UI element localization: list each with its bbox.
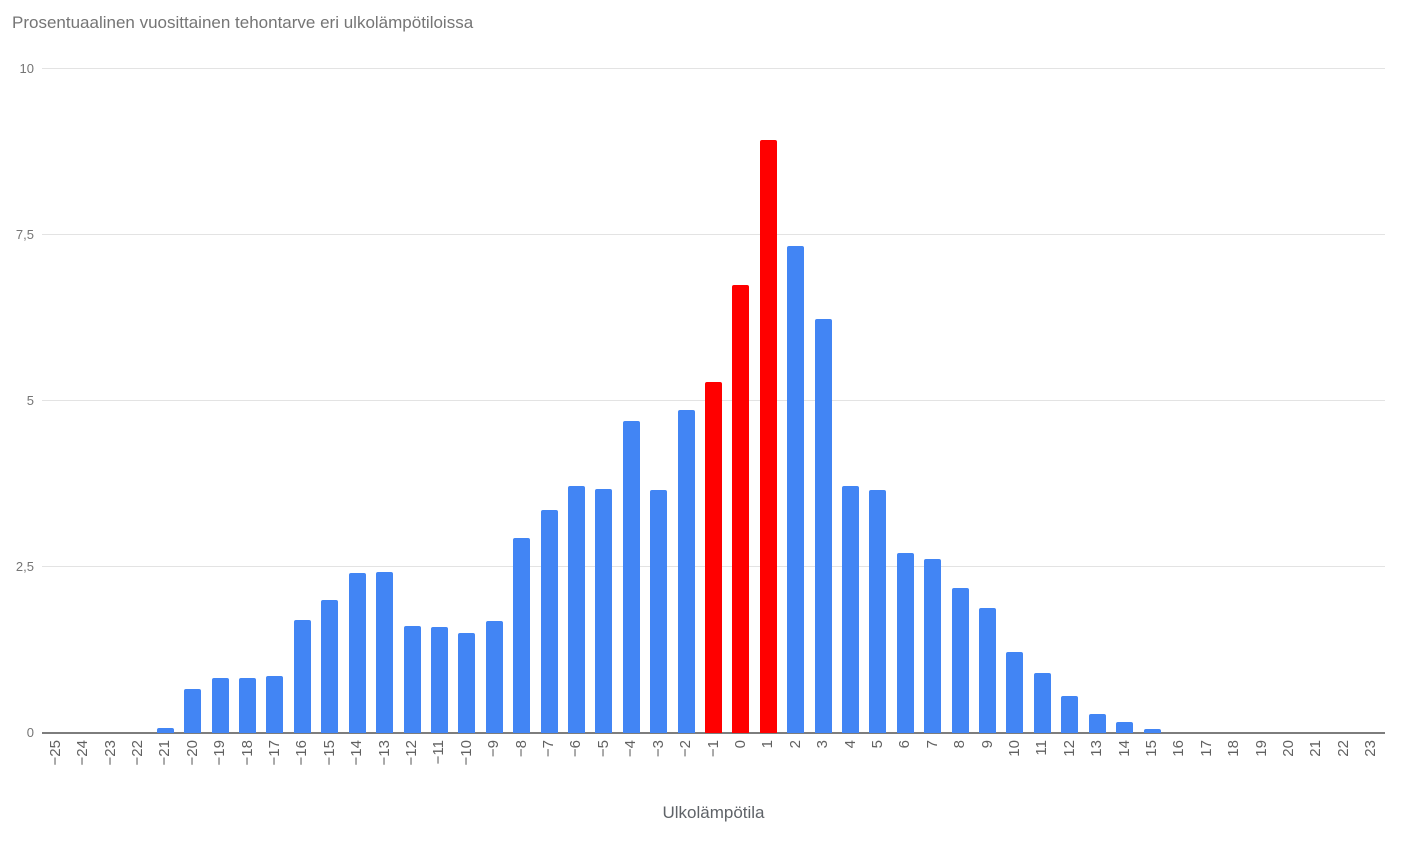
bar--11[interactable] bbox=[430, 627, 448, 733]
x-tick-label--13: −13 bbox=[375, 740, 393, 766]
bar--10[interactable] bbox=[458, 633, 476, 733]
bar--2[interactable] bbox=[677, 410, 695, 733]
x-tick-label--11: −11 bbox=[430, 740, 448, 765]
bar-5[interactable] bbox=[869, 489, 887, 733]
x-tick-label-17: 17 bbox=[1197, 740, 1215, 757]
x-tick-label--12: −12 bbox=[403, 740, 420, 766]
x-tick-label-14: 14 bbox=[1115, 740, 1133, 757]
x-tick-label-20: 20 bbox=[1280, 740, 1298, 757]
x-tick-label-12: 12 bbox=[1060, 740, 1078, 757]
x-tick-label-18: 18 bbox=[1225, 740, 1243, 757]
bar--16[interactable] bbox=[293, 620, 311, 733]
x-tick-label--10: −10 bbox=[457, 740, 475, 766]
bar-15[interactable] bbox=[1143, 729, 1161, 733]
bar--7[interactable] bbox=[540, 509, 558, 733]
bar--6[interactable] bbox=[567, 486, 585, 733]
x-tick-label--7: −7 bbox=[540, 740, 558, 758]
x-axis-baseline bbox=[42, 732, 1385, 734]
y-tick-label: 0 bbox=[26, 725, 34, 740]
bar--19[interactable] bbox=[211, 677, 229, 733]
bar--17[interactable] bbox=[266, 675, 284, 733]
x-tick-label-22: 22 bbox=[1334, 740, 1352, 757]
bar--12[interactable] bbox=[403, 626, 421, 733]
bar--8[interactable] bbox=[513, 537, 531, 733]
x-tick-label-21: 21 bbox=[1307, 740, 1325, 757]
bar--20[interactable] bbox=[184, 689, 202, 733]
x-tick-label-4: 4 bbox=[841, 740, 859, 749]
gridline bbox=[42, 68, 1385, 69]
x-tick-label--17: −17 bbox=[265, 740, 283, 766]
x-axis-title: Ulkolämpötila bbox=[662, 803, 765, 822]
bar-1[interactable] bbox=[759, 140, 777, 733]
x-tick-label-1: 1 bbox=[759, 740, 777, 749]
y-tick-label: 5 bbox=[26, 393, 34, 408]
x-tick-label-13: 13 bbox=[1088, 740, 1106, 757]
bar--21[interactable] bbox=[156, 727, 174, 733]
bar--9[interactable] bbox=[485, 621, 503, 733]
bar-9[interactable] bbox=[979, 607, 997, 733]
bar-7[interactable] bbox=[924, 559, 942, 733]
bar--5[interactable] bbox=[595, 489, 613, 733]
bar-11[interactable] bbox=[1033, 673, 1051, 733]
x-tick-label--24: −24 bbox=[74, 740, 92, 766]
x-tick-label--14: −14 bbox=[348, 740, 366, 766]
bar-10[interactable] bbox=[1006, 652, 1024, 733]
bar-0[interactable] bbox=[732, 285, 750, 733]
x-tick-label-15: 15 bbox=[1143, 740, 1161, 757]
x-tick-label-2: 2 bbox=[786, 740, 804, 749]
bar--18[interactable] bbox=[239, 677, 257, 733]
y-tick-label: 10 bbox=[19, 61, 34, 76]
x-tick-label-11: 11 bbox=[1033, 740, 1051, 756]
x-tick-label-5: 5 bbox=[868, 740, 886, 749]
x-tick-label-10: 10 bbox=[1005, 740, 1023, 757]
x-tick-label-6: 6 bbox=[896, 740, 914, 749]
chart-title: Prosentuaalinen vuosittainen tehontarve … bbox=[12, 13, 474, 32]
x-tick-label--20: −20 bbox=[183, 740, 201, 766]
x-tick-label--25: −25 bbox=[46, 740, 64, 766]
bar--15[interactable] bbox=[321, 599, 339, 733]
x-tick-label--15: −15 bbox=[320, 740, 338, 766]
x-tick-label-8: 8 bbox=[951, 740, 969, 749]
x-tick-label--5: −5 bbox=[594, 740, 612, 758]
x-tick-label--6: −6 bbox=[567, 740, 585, 758]
bar--1[interactable] bbox=[705, 381, 722, 733]
plot-area: −25 −24 −23 −22 −21 −20 −19 −18 −17 −16 −15 −14 −13−… bbox=[42, 68, 1385, 765]
bar--4[interactable] bbox=[622, 420, 640, 733]
bar--13[interactable] bbox=[376, 571, 394, 733]
x-tick-label--8: −8 bbox=[512, 740, 530, 758]
x-tick-label--18: −18 bbox=[238, 740, 256, 766]
x-tick-label-16: 16 bbox=[1170, 740, 1188, 757]
bar-12[interactable] bbox=[1061, 696, 1079, 733]
x-tick-label-19: 19 bbox=[1252, 740, 1270, 757]
x-tick-label-7: 7 bbox=[923, 740, 941, 749]
bar-8[interactable] bbox=[951, 587, 969, 733]
bar--14[interactable] bbox=[348, 572, 366, 733]
bar-4[interactable] bbox=[842, 486, 860, 733]
y-tick-label: 2,5 bbox=[15, 559, 34, 574]
x-tick-label--2: −2 bbox=[677, 740, 695, 758]
x-tick-label--19: −19 bbox=[211, 740, 229, 766]
x-tick-label-23: 23 bbox=[1362, 740, 1380, 757]
x-tick-label--1: −1 bbox=[704, 740, 722, 758]
x-tick-label-3: 3 bbox=[814, 740, 832, 749]
gridline bbox=[42, 234, 1385, 235]
x-tick-label--3: −3 bbox=[649, 740, 667, 758]
x-tick-label--23: −23 bbox=[101, 740, 119, 766]
x-tick-label--22: −22 bbox=[128, 740, 146, 766]
bar-6[interactable] bbox=[896, 553, 914, 733]
bar-13[interactable] bbox=[1088, 714, 1106, 733]
x-tick-label--16: −16 bbox=[293, 740, 311, 766]
bar--3[interactable] bbox=[650, 489, 668, 733]
y-tick-label: 7,5 bbox=[15, 227, 34, 242]
x-tick-label-9: 9 bbox=[978, 740, 996, 749]
bar-3[interactable] bbox=[814, 318, 832, 733]
x-tick-label--4: −4 bbox=[622, 740, 640, 758]
bar-2[interactable] bbox=[787, 245, 805, 733]
x-tick-label-0: 0 bbox=[731, 740, 749, 749]
x-tick-label--21: −21 bbox=[156, 740, 174, 766]
bar-14[interactable] bbox=[1116, 722, 1134, 733]
x-tick-label--9: −9 bbox=[485, 740, 503, 758]
